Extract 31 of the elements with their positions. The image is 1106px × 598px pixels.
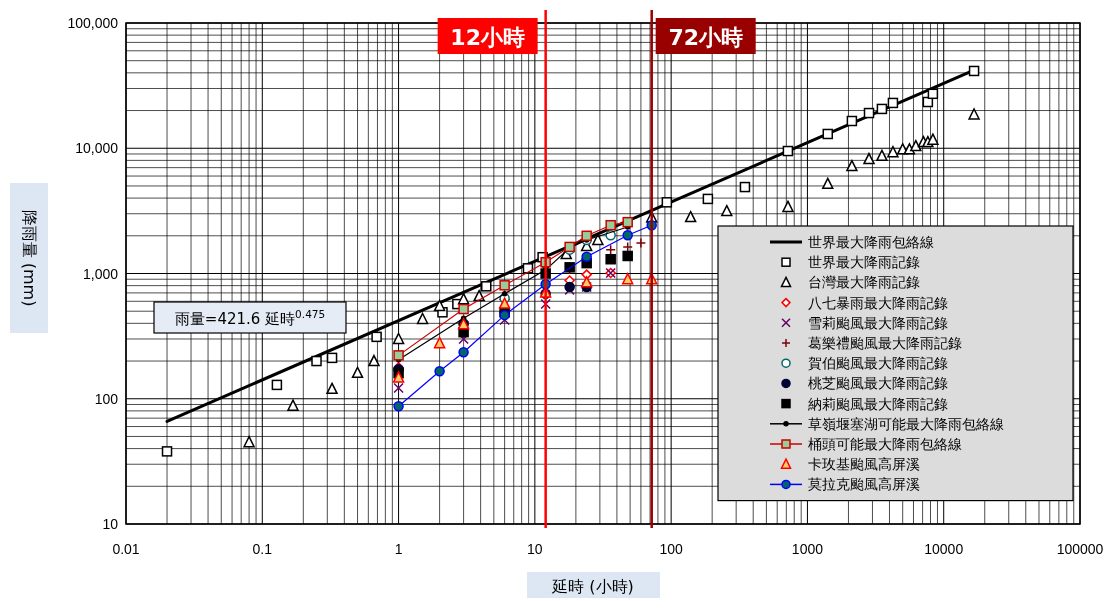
legend-label: 莫拉克颱風高屏溪	[808, 476, 920, 493]
x-tick-label: 1000	[791, 541, 824, 557]
legend-label: 賀伯颱風最大降雨記錄	[808, 355, 948, 372]
y-tick-label: 10	[102, 516, 119, 532]
legend-label: 葛樂禮颱風最大降雨記錄	[808, 335, 962, 351]
legend-label: 台灣最大降雨記錄	[808, 274, 920, 291]
x-tick-label: 1	[394, 541, 403, 557]
y-axis-title: 降雨量 (mm)	[20, 209, 39, 307]
x-tick-label: 10	[527, 541, 543, 557]
legend-label: 草嶺堰塞湖可能最大降雨包絡線	[808, 415, 1004, 432]
y-tick-label: 10,000	[75, 140, 119, 157]
legend-label: 雪莉颱風最大降雨記錄	[808, 314, 948, 331]
x-tick-label: 100000	[1056, 541, 1104, 557]
y-tick-label: 1,000	[82, 265, 119, 282]
legend-label: 世界最大降雨包絡線	[808, 234, 934, 250]
x-tick-label: 100	[659, 541, 684, 557]
legend-label: 納莉颱風最大降雨記錄	[808, 395, 948, 412]
y-tick-label: 100,000	[67, 15, 119, 31]
x-tick-label: 10000	[924, 541, 964, 557]
legend-label: 八七暴雨最大降雨記錄	[808, 294, 948, 311]
annotation: 雨量=421.6 延時$^{0.475}$	[174, 308, 326, 328]
legend-label: 桃芝颱風最大降雨記錄	[808, 375, 948, 392]
x-tick-label: 0.1	[252, 541, 273, 557]
legend-label: 卡玫基颱風高屏溪	[808, 456, 920, 473]
ref-line-label: 12小時	[450, 25, 525, 50]
ref-line-label: 72小時	[668, 25, 744, 50]
legend-label: 世界最大降雨記錄	[808, 254, 920, 271]
x-tick-label: 0.01	[112, 541, 140, 557]
legend-label: 桶頭可能最大降雨包絡線	[808, 436, 962, 452]
x-axis-title: 延時 (小時)	[551, 577, 634, 596]
y-tick-label: 100	[94, 390, 119, 407]
